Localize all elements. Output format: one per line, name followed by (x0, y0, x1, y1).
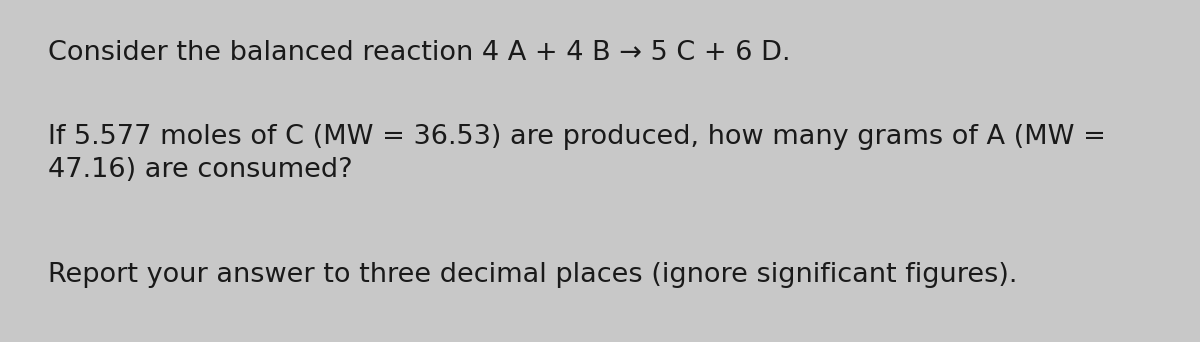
Text: Report your answer to three decimal places (ignore significant figures).: Report your answer to three decimal plac… (48, 262, 1018, 288)
Text: If 5.577 moles of C (MW = 36.53) are produced, how many grams of A (MW =: If 5.577 moles of C (MW = 36.53) are pro… (48, 124, 1106, 150)
Text: 47.16) are consumed?: 47.16) are consumed? (48, 157, 353, 183)
Text: Consider the balanced reaction 4 A + 4 B → 5 C + 6 D.: Consider the balanced reaction 4 A + 4 B… (48, 40, 791, 66)
